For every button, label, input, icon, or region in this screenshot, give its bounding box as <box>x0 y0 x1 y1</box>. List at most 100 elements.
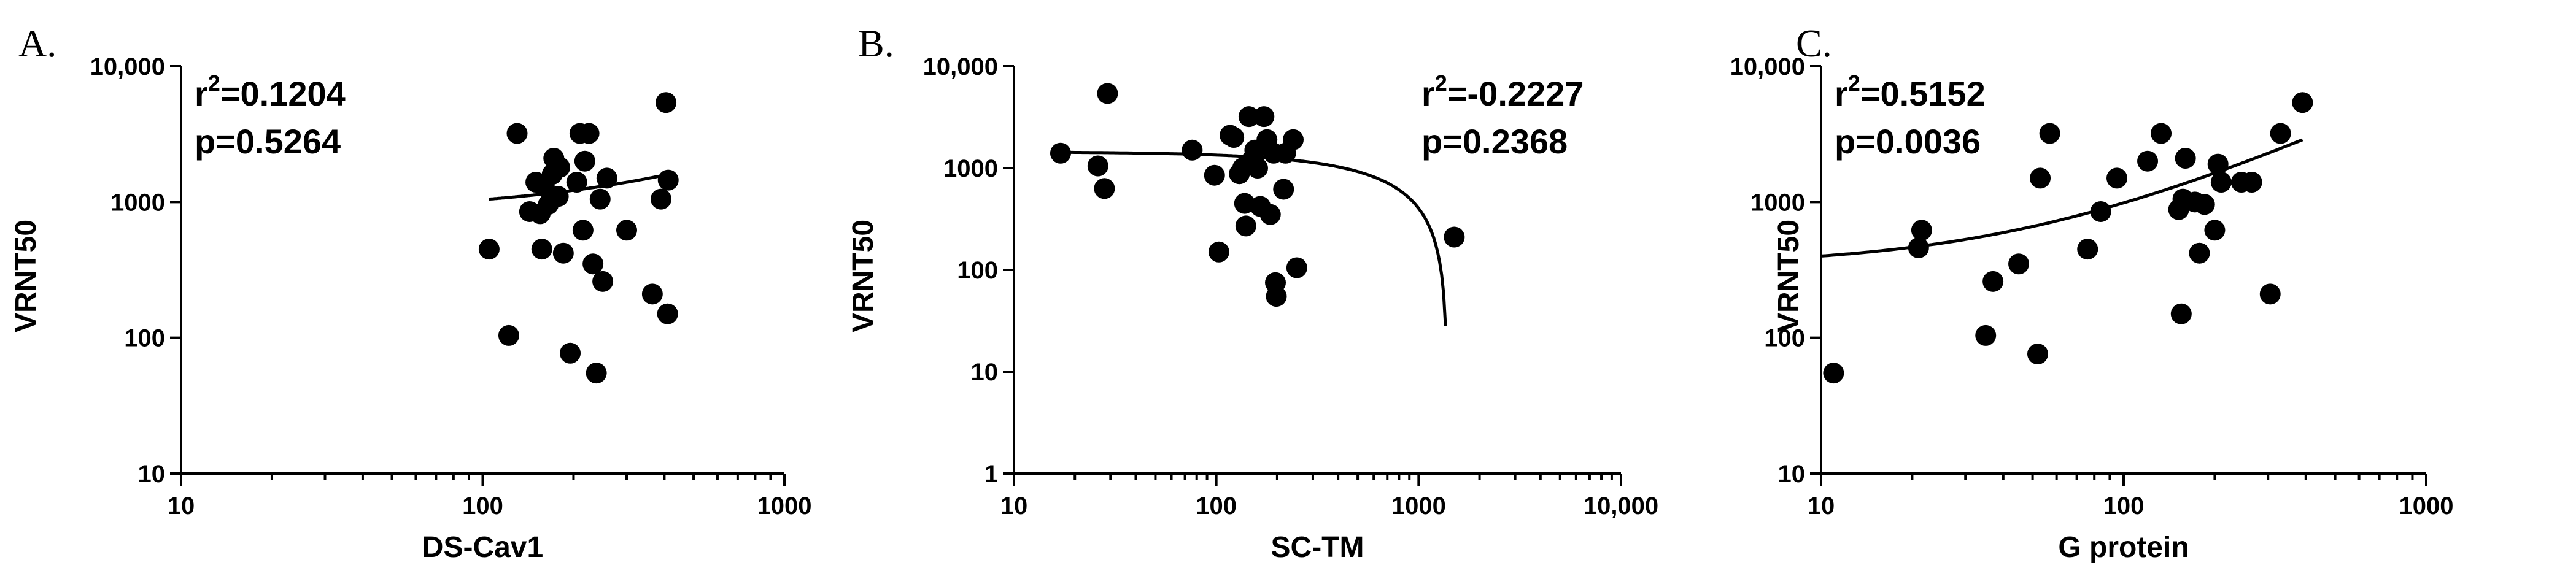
data-point <box>547 186 569 207</box>
x-tick-label: 10,000 <box>1584 493 1658 520</box>
data-point <box>2194 194 2215 215</box>
p-value-label: p=0.2368 <box>1421 122 1568 161</box>
data-point <box>1208 241 1229 263</box>
data-point <box>574 150 595 172</box>
data-point <box>2039 123 2060 144</box>
data-point <box>586 363 607 384</box>
data-point <box>552 242 574 264</box>
data-point <box>2027 344 2048 365</box>
panel-letter: C. <box>1796 21 1832 65</box>
data-point <box>1223 127 1245 148</box>
data-point <box>1266 286 1287 307</box>
data-point <box>657 303 678 324</box>
r-squared-label: r2=0.5152 <box>1835 71 1986 113</box>
data-point <box>498 324 519 346</box>
data-point <box>1975 324 1997 346</box>
data-point <box>582 253 604 275</box>
r-squared-sup: 2 <box>208 71 220 96</box>
data-point <box>589 188 611 210</box>
r-squared-value: =-0.2227 <box>1447 74 1584 113</box>
data-point <box>592 271 614 292</box>
data-point <box>2259 283 2281 305</box>
panel-c: C. 10 100 1000 10,000 10 100 1000 G protein VRNT5… <box>1730 21 2454 564</box>
y-axis-label: VRNT50 <box>1773 220 1805 332</box>
x-tick-label: 10 <box>1808 493 1835 520</box>
x-tick-label: 10 <box>168 493 195 520</box>
fit-line <box>1055 150 1447 326</box>
y-tick-label: 10 <box>138 461 166 488</box>
data-point <box>2241 171 2262 193</box>
x-tick-label: 1000 <box>2399 493 2454 520</box>
data-point <box>506 123 528 144</box>
y-tick-label: 10 <box>1778 461 1806 488</box>
y-tick-label: 10 <box>971 359 999 386</box>
r-squared-sup: 2 <box>1848 71 1860 96</box>
data-point <box>549 156 570 178</box>
r-squared-label: r2=0.1204 <box>195 71 346 113</box>
r-squared-value: =0.5152 <box>1860 74 1986 113</box>
data-point <box>657 169 679 191</box>
data-point <box>1094 178 1115 199</box>
data-point <box>1259 204 1281 225</box>
data-point <box>1050 142 1071 164</box>
data-point <box>1908 237 1929 258</box>
data-point <box>656 92 677 113</box>
data-point <box>2292 92 2313 113</box>
y-tick-label: 1 <box>984 461 998 488</box>
data-point <box>2270 123 2291 144</box>
data-point <box>1234 193 1255 214</box>
x-tick-label: 100 <box>2103 493 2145 520</box>
r-squared-prefix: r <box>1421 74 1435 113</box>
y-tick-label: 1000 <box>1750 189 1805 216</box>
panel-letter: B. <box>858 21 894 65</box>
y-tick-label: 100 <box>1764 325 1805 352</box>
data-point <box>2090 201 2111 222</box>
data-point <box>1247 158 1268 179</box>
data-point <box>2204 220 2226 241</box>
data-point <box>2170 303 2192 324</box>
y-axis-label: VRNT50 <box>10 220 42 332</box>
data-point <box>531 239 552 260</box>
data-point <box>1982 271 2004 292</box>
data-point <box>2008 253 2030 275</box>
data-point <box>572 220 594 241</box>
data-point <box>616 220 638 241</box>
y-tick-label: 10,000 <box>923 53 998 80</box>
panel-letter: A. <box>18 21 56 65</box>
x-tick-label: 1000 <box>1391 493 1446 520</box>
data-point <box>1283 129 1304 150</box>
y-tick-label: 1000 <box>110 189 165 216</box>
y-tick-label: 1000 <box>943 155 998 182</box>
data-point <box>566 171 587 193</box>
data-point <box>1286 257 1307 278</box>
r-squared-value: =0.1204 <box>220 74 346 113</box>
data-point <box>560 342 581 364</box>
data-point <box>1444 226 1465 248</box>
data-point <box>1087 155 1108 177</box>
x-tick-label: 1000 <box>757 493 812 520</box>
x-axis-label: SC-TM <box>1271 531 1364 564</box>
data-point <box>1253 106 1275 128</box>
data-point <box>2207 153 2229 175</box>
data-point <box>1273 179 1294 200</box>
data-point <box>1204 164 1225 186</box>
data-point <box>2137 150 2159 172</box>
r-squared-prefix: r <box>1835 74 1848 113</box>
p-value-label: p=0.5264 <box>195 122 341 161</box>
data-point <box>2175 148 2196 169</box>
data-point <box>1097 83 1118 104</box>
x-tick-label: 100 <box>1196 493 1237 520</box>
data-point <box>2151 123 2172 144</box>
r-squared-prefix: r <box>195 74 208 113</box>
y-tick-label: 10,000 <box>1730 53 1805 80</box>
y-tick-label: 10,000 <box>90 53 165 80</box>
data-point <box>2189 242 2210 264</box>
r-squared-sup: 2 <box>1435 71 1447 96</box>
data-point <box>1182 139 1203 161</box>
data-point <box>641 283 663 305</box>
data-point <box>478 239 500 260</box>
x-tick-label: 10 <box>1000 493 1028 520</box>
data-point <box>1911 220 1932 241</box>
